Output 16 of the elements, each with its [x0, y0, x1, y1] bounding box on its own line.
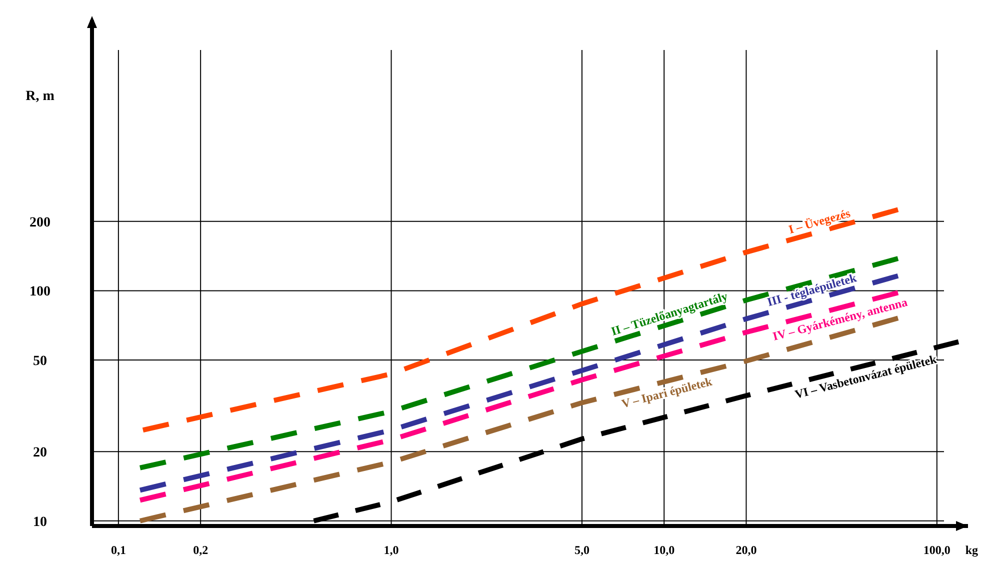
x-tick-label: 1,0: [384, 543, 399, 557]
x-tick-label: 20,0: [736, 543, 757, 557]
x-axis-title: kg: [965, 543, 978, 557]
text: I – Üvegezés: [787, 206, 852, 237]
y-tick-label: 10: [33, 514, 47, 530]
y-tick-label: 100: [30, 284, 50, 300]
x-tick-label: 0,1: [110, 543, 126, 557]
x-tick-label: 0,2: [193, 543, 208, 557]
x-tick-label: 5,0: [574, 543, 590, 557]
x-tick-label: 10,0: [654, 543, 675, 557]
y-tick-label: 200: [30, 215, 50, 230]
y-tick-label: 50: [33, 354, 47, 369]
x-tick-label: 100,0: [923, 543, 950, 557]
y-axis-title: R, m: [26, 89, 55, 104]
text: V – Ipari épületek: [620, 374, 714, 411]
y-tick-label: 20: [33, 446, 47, 461]
